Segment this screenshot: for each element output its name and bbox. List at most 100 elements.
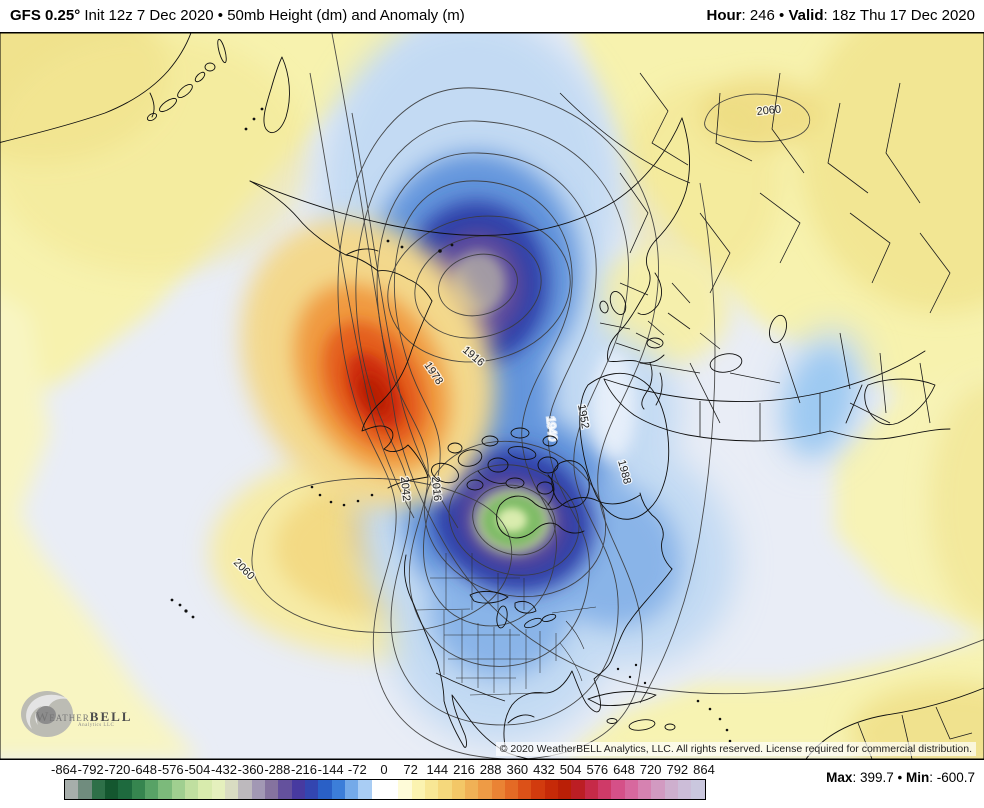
- header-bar: GFS 0.25° Init 12z 7 Dec 2020 • 50mb Hei…: [0, 0, 984, 32]
- colorbar-cell: [278, 780, 292, 799]
- max-label: Max: [826, 770, 853, 785]
- colorbar-tick-label: -720: [104, 762, 131, 777]
- colorbar-ticks: -864 -792 -720 -648 -576 -504 -432 -360 -288 -216…: [0, 762, 984, 778]
- hour-label: Hour: [706, 7, 742, 24]
- colorbar-cell: [238, 780, 252, 799]
- colorbar-cell: [171, 780, 185, 799]
- max-value: : 399.7: [852, 770, 894, 785]
- colorbar-cell: [598, 780, 612, 799]
- colorbar-tick-label: -504: [184, 762, 211, 777]
- colorbar-cell: [464, 780, 479, 799]
- title-detail: Init 12z 7 Dec 2020 • 50mb Height (dm) a…: [84, 7, 465, 24]
- logo-wordmark: WeatherBELL: [36, 709, 132, 725]
- coastlines: [0, 33, 984, 759]
- colorbar-cell: [678, 780, 692, 799]
- colorbar-cell: [291, 780, 305, 799]
- colorbar-tick-label: -288: [264, 762, 291, 777]
- colorbar-cell: [518, 780, 532, 799]
- colorbar-cell: [65, 780, 79, 799]
- logo-subtitle: Analytics LLC: [78, 723, 115, 728]
- hour-value: : 246: [741, 7, 775, 24]
- colorbar-cell: [571, 780, 585, 799]
- colorbar-tick-label: -144: [317, 762, 344, 777]
- colorbar-cell: [344, 780, 359, 799]
- anomaly-shading: [0, 33, 984, 759]
- logo-swirl-icon: [21, 691, 73, 737]
- colorbar-cell: [304, 780, 319, 799]
- page-title: GFS 0.25° Init 12z 7 Dec 2020 • 50mb Hei…: [10, 7, 465, 24]
- min-label: Min: [905, 770, 930, 785]
- colorbar-cell: [531, 780, 545, 799]
- colorbar-cell: [491, 780, 505, 799]
- colorbar-cell: [664, 780, 679, 799]
- colorbar-tick-label: -864: [50, 762, 78, 777]
- colorbar-cell: [224, 780, 239, 799]
- colorbar-cell: [318, 780, 332, 799]
- colorbar-cell: [184, 780, 199, 799]
- colorbar-tick-label: 792: [666, 762, 689, 777]
- colorbar-cell: [384, 780, 399, 799]
- colorbar-cell: [398, 780, 412, 799]
- country-borders: [435, 72, 973, 759]
- colorbar-tick-label: -792: [77, 762, 104, 777]
- colorbar-cell: [131, 780, 145, 799]
- model-name: GFS 0.25°: [10, 7, 81, 24]
- colorbar-tick-label: -216: [290, 762, 318, 777]
- colorbar-tick-label: 648: [613, 762, 635, 777]
- copyright-text: © 2020 WeatherBELL Analytics, LLC. All r…: [495, 742, 976, 756]
- logo-weather-text: Weather: [36, 709, 90, 724]
- valid-time-title: Hour: 246 • Valid: 18z Thu 17 Dec 2020: [707, 7, 976, 24]
- colorbar-cell: [358, 780, 372, 799]
- colorbar-cell: [544, 780, 559, 799]
- colorbar-cell: [198, 780, 212, 799]
- colorbar-cell: [411, 780, 425, 799]
- maxmin-readout: Max: 399.7 • Min: -600.7: [826, 770, 975, 785]
- colorbar-cell: [371, 780, 385, 799]
- colorbar-cell: [638, 780, 652, 799]
- contour-label: 1952: [575, 403, 591, 429]
- colorbar-cell: [91, 780, 105, 799]
- colorbar-tick-label: 144: [426, 762, 449, 777]
- colorbar-cell: [331, 780, 345, 799]
- colorbar-cell: [478, 780, 492, 799]
- colorbar-cell: [251, 780, 265, 799]
- valid-value: : 18z Thu 17 Dec 2020: [823, 7, 976, 24]
- colorbar-tick-label: 0: [380, 762, 388, 777]
- maxmin-separator: •: [893, 770, 906, 785]
- colorbar-cell: [691, 780, 705, 799]
- colorbar-tick-label: 504: [559, 762, 582, 777]
- colorbar-cell: [651, 780, 665, 799]
- colorbar-cell: [144, 780, 159, 799]
- colorbar-cell: [438, 780, 452, 799]
- colorbar: [64, 779, 706, 800]
- colorbar-cell: [584, 780, 599, 799]
- colorbar-tick-label: 216: [453, 762, 475, 777]
- valid-label: Valid: [788, 7, 824, 24]
- colorbar-cell: [611, 780, 625, 799]
- colorbar-tick-label: 576: [586, 762, 609, 777]
- colorbar-tick-label: 360: [506, 762, 529, 777]
- colorbar-tick-label: -72: [347, 762, 367, 777]
- colorbar-tick-label: 72: [403, 762, 418, 777]
- weatherbell-logo: WeatherBELL Analytics LLC: [20, 689, 150, 741]
- title-separator: •: [774, 7, 789, 24]
- contour-label: 2016: [429, 476, 443, 501]
- colorbar-tick-label: 288: [479, 762, 502, 777]
- colorbar-tick-label: 432: [533, 762, 555, 777]
- colorbar-cell: [264, 780, 279, 799]
- colorbar-cell: [424, 780, 439, 799]
- colorbar-cell: [78, 780, 92, 799]
- colorbar-cell: [158, 780, 172, 799]
- colorbar-cell: [211, 780, 225, 799]
- colorbar-cell: [104, 780, 119, 799]
- weather-map: 1916 1940 1952 1978 1988 2016 2042 2060 2060: [0, 32, 984, 760]
- colorbar-tick-label: -360: [237, 762, 264, 777]
- colorbar-cell: [504, 780, 519, 799]
- colorbar-tick-label: 720: [639, 762, 662, 777]
- state-borders: [415, 553, 597, 696]
- contour-label: 2060: [756, 103, 782, 117]
- colorbar-tick-label: -648: [130, 762, 158, 777]
- min-value: : -600.7: [929, 770, 975, 785]
- colorbar-tick-label: 864: [693, 762, 715, 777]
